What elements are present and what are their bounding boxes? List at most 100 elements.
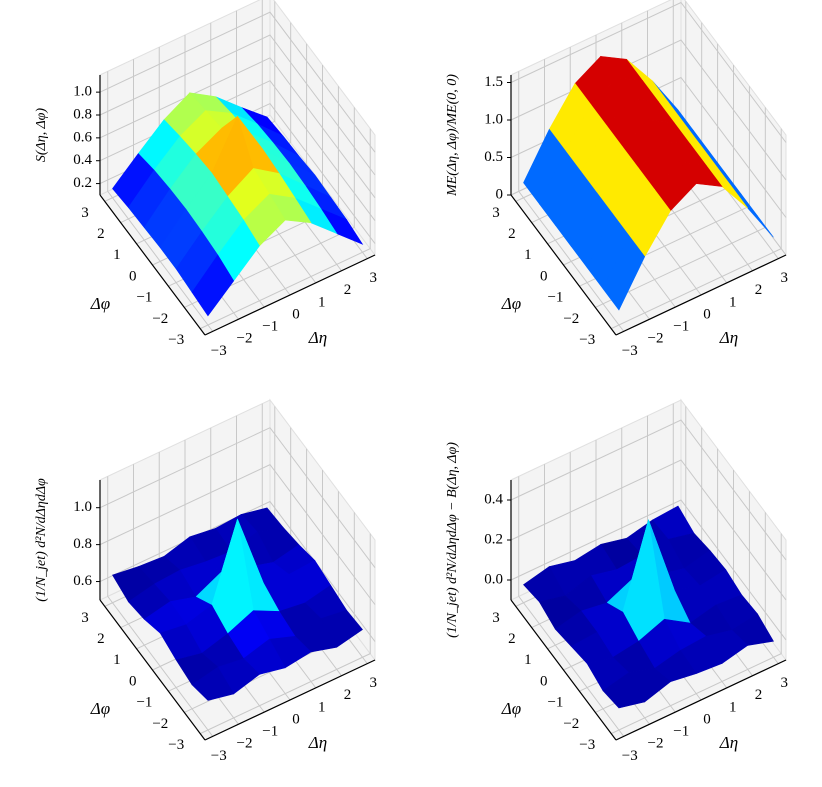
y-axis bbox=[99, 194, 206, 336]
y-tick-label: 0 bbox=[129, 268, 137, 284]
grid-line bbox=[99, 427, 376, 568]
y-tick-label: −3 bbox=[168, 332, 184, 348]
x-tick-label: 0 bbox=[703, 711, 711, 727]
grid-line bbox=[99, 11, 376, 153]
y-tick-label: 2 bbox=[508, 631, 516, 647]
surface-cell bbox=[191, 254, 235, 317]
y-axis bbox=[510, 194, 617, 336]
z-axis-label: ME(Δη, Δφ)/ME(0, 0) bbox=[445, 74, 460, 197]
grid-line bbox=[611, 533, 782, 735]
x-tick-label: −3 bbox=[622, 748, 638, 764]
x-axis-label: Δη bbox=[308, 328, 327, 347]
grid-line bbox=[518, 476, 625, 737]
x-tick-label: 0 bbox=[703, 306, 711, 322]
y-tick-label: 1 bbox=[524, 652, 532, 668]
grid-line bbox=[200, 533, 371, 735]
x-tick-label: 1 bbox=[318, 699, 326, 715]
z-tick-label: 1.5 bbox=[484, 74, 503, 90]
grid-line bbox=[99, 57, 376, 199]
y-tick-label: −2 bbox=[152, 311, 168, 327]
z-tick-label: 0.8 bbox=[73, 536, 92, 552]
x-tick-label: −3 bbox=[622, 343, 638, 359]
z-axis-label: (1/N_jet) d²N/dΔηdΔφ − B(Δη, Δφ) bbox=[445, 442, 460, 638]
y-axis-label: Δφ bbox=[90, 294, 110, 313]
grid-line bbox=[510, 499, 787, 641]
x-axis-label: Δη bbox=[719, 328, 738, 347]
x-axis bbox=[615, 254, 787, 336]
x-tick-label: 2 bbox=[755, 282, 763, 298]
grid-line bbox=[99, 34, 376, 176]
x-tick-label: −1 bbox=[673, 724, 689, 740]
z-tick-label: 1.0 bbox=[73, 84, 92, 100]
y-tick-label: −3 bbox=[579, 332, 595, 348]
x-tick-label: −2 bbox=[237, 736, 253, 752]
y-tick-label: −2 bbox=[563, 311, 579, 327]
y-axis-label: Δφ bbox=[501, 699, 521, 718]
x-tick-label: 3 bbox=[781, 270, 789, 286]
x-tick-label: 1 bbox=[318, 294, 326, 310]
y-tick-label: 0 bbox=[129, 673, 137, 689]
y-tick-label: 2 bbox=[97, 631, 105, 647]
grid-line bbox=[510, 419, 787, 561]
y-tick-label: 0 bbox=[540, 673, 548, 689]
x-axis bbox=[204, 659, 376, 741]
x-tick-label: −1 bbox=[673, 319, 689, 335]
x-tick-label: 2 bbox=[344, 282, 352, 298]
y-tick-label: 1 bbox=[113, 652, 121, 668]
x-tick-label: 3 bbox=[370, 675, 378, 691]
y-tick-label: 3 bbox=[81, 205, 89, 221]
grid-line bbox=[107, 476, 214, 737]
x-tick-label: −3 bbox=[211, 343, 227, 359]
y-tick-label: −3 bbox=[579, 737, 595, 753]
y-tick-label: 0 bbox=[540, 268, 548, 284]
z-tick-label: 0.2 bbox=[484, 531, 503, 547]
grid-line bbox=[510, 459, 787, 601]
y-tick-label: 3 bbox=[492, 610, 500, 626]
z-tick-label: 0 bbox=[496, 186, 504, 202]
z-axis-label: S(Δη, Δφ) bbox=[34, 108, 49, 163]
surface-cell bbox=[191, 666, 235, 701]
x-tick-label: −2 bbox=[648, 736, 664, 752]
y-tick-label: 3 bbox=[81, 610, 89, 626]
x-axis bbox=[615, 659, 787, 741]
panel: −3−2−10123−3−2−101230.20.40.60.81.0ΔηΔφS… bbox=[34, 0, 377, 359]
y-tick-label: −1 bbox=[547, 290, 563, 306]
z-tick-label: 1.0 bbox=[484, 111, 503, 127]
x-axis-label: Δη bbox=[719, 733, 738, 752]
x-tick-label: 2 bbox=[755, 687, 763, 703]
x-tick-label: 0 bbox=[292, 306, 300, 322]
y-axis-label: Δφ bbox=[501, 294, 521, 313]
x-tick-label: 2 bbox=[344, 687, 352, 703]
y-tick-label: −3 bbox=[168, 737, 184, 753]
z-tick-label: 1.0 bbox=[73, 499, 92, 515]
surface-cell bbox=[602, 672, 646, 709]
y-tick-label: −2 bbox=[563, 716, 579, 732]
x-tick-label: 1 bbox=[729, 699, 737, 715]
z-tick-label: 0.5 bbox=[484, 149, 503, 165]
x-tick-label: 1 bbox=[729, 294, 737, 310]
z-tick-label: 0.8 bbox=[73, 106, 92, 122]
y-tick-label: −1 bbox=[547, 695, 563, 711]
x-tick-label: 0 bbox=[292, 711, 300, 727]
y-axis-label: Δφ bbox=[90, 699, 110, 718]
x-tick-label: −3 bbox=[211, 748, 227, 764]
x-tick-label: −1 bbox=[262, 724, 278, 740]
y-axis bbox=[510, 599, 617, 741]
z-tick-label: 0.4 bbox=[73, 152, 92, 168]
y-tick-label: 1 bbox=[113, 247, 121, 263]
x-tick-label: 3 bbox=[370, 270, 378, 286]
x-tick-label: −2 bbox=[237, 331, 253, 347]
z-axis-label: (1/N_jet) d²N/dΔηdΔφ bbox=[34, 478, 49, 602]
y-tick-label: −1 bbox=[136, 290, 152, 306]
grid-line bbox=[99, 463, 376, 605]
panel: −3−2−10123−3−2−1012300.51.01.5ΔηΔφME(Δη,… bbox=[445, 0, 788, 359]
z-tick-label: 0.4 bbox=[484, 491, 503, 507]
panel: −3−2−10123−3−2−101230.00.20.4ΔηΔφ(1/N_je… bbox=[445, 398, 788, 764]
x-tick-label: −2 bbox=[648, 331, 664, 347]
z-tick-label: 0.0 bbox=[484, 571, 503, 587]
x-tick-label: −1 bbox=[262, 319, 278, 335]
z-tick-label: 0.2 bbox=[73, 175, 92, 191]
x-axis bbox=[204, 254, 376, 336]
grid-line bbox=[510, 1, 787, 143]
